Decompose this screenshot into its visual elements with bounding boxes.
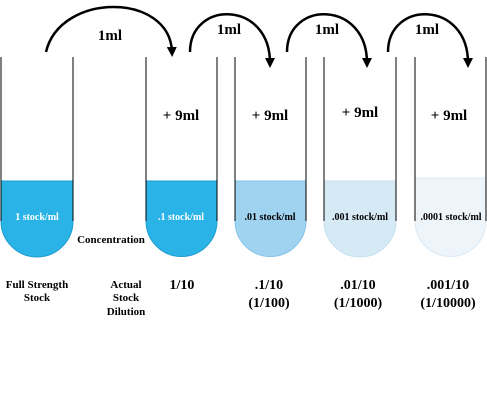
dilution-value-3: .01/10	[340, 278, 375, 293]
transfer-arrow-3-label: 1ml	[315, 22, 339, 38]
dilution-value-1: 1/10	[170, 278, 195, 293]
actual-dilution-line-1: Actual	[110, 279, 141, 291]
tube-concentration-label: .001 stock/ml	[332, 212, 388, 223]
tube-liquid	[323, 180, 397, 258]
tube-added-volume: + 9ml	[431, 108, 467, 124]
tube-1: + 9ml .1 stock/ml	[145, 57, 218, 257]
transfer-arrow-4-label: 1ml	[415, 22, 439, 38]
tube-3: + 9ml .001 stock/ml	[323, 57, 397, 258]
actual-dilution-line-2: Stock	[113, 292, 140, 304]
tube-liquid	[145, 180, 218, 257]
dilution-value-3-ratio: (1/1000)	[334, 296, 383, 311]
full-strength-line-2: Stock	[24, 292, 51, 304]
tube-concentration-label: .1 stock/ml	[158, 212, 204, 223]
dilution-value-2: .1/10	[255, 278, 283, 293]
actual-dilution-line-3: Dilution	[107, 306, 146, 318]
tube-concentration-label: .0001 stock/ml	[420, 212, 481, 223]
transfer-arrow-2-label: 1ml	[217, 22, 241, 38]
tube-stock: 1 stock/ml	[0, 57, 74, 258]
actual-stock-dilution-label: Actual Stock Dilution	[107, 279, 146, 318]
transfer-arrow-2	[188, 13, 275, 68]
transfer-arrow-4	[386, 13, 473, 68]
dilution-value-4-ratio: (1/10000)	[420, 296, 476, 311]
transfer-arrow-1-label: 1ml	[98, 28, 122, 44]
tube-added-volume: + 9ml	[163, 108, 199, 124]
tube-added-volume: + 9ml	[342, 105, 378, 121]
tube-concentration-label: .01 stock/ml	[244, 212, 295, 223]
tube-2: + 9ml .01 stock/ml	[234, 57, 307, 257]
dilution-value-2-ratio: (1/100)	[248, 296, 290, 311]
tube-concentration-label: 1 stock/ml	[15, 212, 59, 223]
full-strength-stock-label: Full Strength Stock	[6, 279, 68, 304]
dilution-values: 1/10 .1/10 (1/100) .01/10 (1/1000) .001/…	[170, 278, 476, 311]
dilution-value-4: .001/10	[427, 278, 469, 293]
full-strength-line-1: Full Strength	[6, 279, 68, 291]
transfer-arrow-3	[285, 13, 372, 68]
tube-liquid	[0, 180, 74, 258]
tube-4: + 9ml .0001 stock/ml	[414, 57, 487, 257]
transfer-arrow-1	[44, 5, 177, 57]
transfer-arrows: 1ml 1ml 1ml 1ml	[44, 5, 473, 68]
tube-added-volume: + 9ml	[252, 108, 288, 124]
tube-liquid	[414, 177, 487, 257]
tube-liquid	[234, 180, 307, 257]
concentration-label: Concentration	[77, 234, 145, 246]
